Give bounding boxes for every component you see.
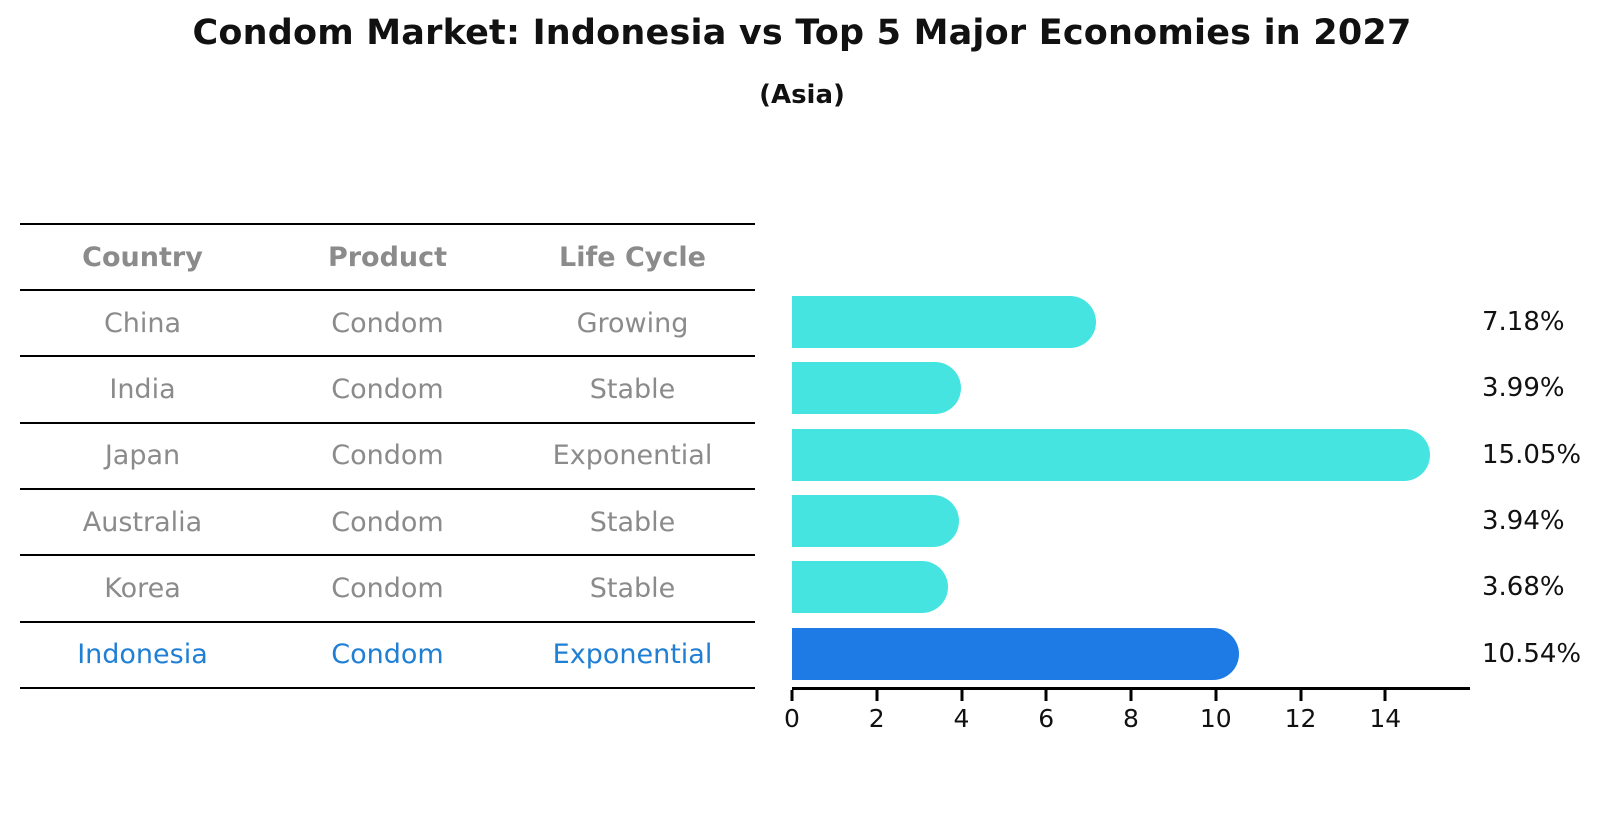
bar-india	[792, 362, 962, 415]
x-tick-mark	[1214, 690, 1218, 701]
bar-value-china: 7.18%	[1482, 307, 1565, 338]
header-cell-life-cycle: Life Cycle	[559, 241, 706, 273]
bar-value-japan: 15.05%	[1482, 439, 1582, 470]
cell-country: India	[109, 373, 176, 405]
data-table: Country Product Life Cycle China Condom …	[20, 223, 755, 689]
header-cell-product: Product	[327, 241, 448, 273]
bar-value-korea: 3.68%	[1482, 572, 1565, 603]
bar-value-australia: 3.94%	[1482, 506, 1565, 537]
x-axis-line	[792, 687, 1470, 690]
page-title: Condom Market: Indonesia vs Top 5 Major …	[192, 13, 1412, 53]
table-row-korea: Korea Condom Stable	[20, 556, 755, 623]
table-row-japan: Japan Condom Exponential	[20, 424, 755, 490]
table-header-row: Country Product Life Cycle	[20, 225, 755, 291]
cell-country: Japan	[104, 440, 181, 472]
x-tick-label-6: 6	[1038, 704, 1055, 733]
bar-row-indonesia: 10.54%	[792, 621, 1581, 687]
x-axis: 0 2 4 6 8 10 12 14	[784, 687, 1470, 737]
x-tick-mark	[790, 690, 794, 701]
cell-life-cycle: Exponential	[552, 440, 713, 472]
cell-product: Condom	[331, 506, 444, 538]
x-tick-label-0: 0	[784, 704, 800, 733]
x-tick-label-10: 10	[1199, 704, 1232, 733]
cell-life-cycle: Growing	[576, 307, 689, 339]
cell-life-cycle: Exponential	[552, 639, 713, 671]
table-row-india: India Condom Stable	[20, 357, 755, 424]
x-tick-mark	[1383, 690, 1387, 701]
x-tick-mark	[1044, 690, 1048, 701]
bar-indonesia	[792, 627, 1239, 680]
page-subtitle: (Asia)	[759, 80, 845, 110]
bar-value-indonesia: 10.54%	[1482, 638, 1582, 669]
x-tick-label-2: 2	[868, 704, 885, 733]
header-cell-country: Country	[82, 241, 203, 273]
table-row-indonesia: Indonesia Condom Exponential	[20, 623, 755, 689]
cell-country: Korea	[104, 572, 181, 604]
cell-product: Condom	[331, 572, 444, 604]
table-row-china: China Condom Growing	[20, 291, 755, 358]
bar-chart: 7.18% 3.99% 15.05% 3.94% 3.68% 10.54%	[792, 289, 1581, 687]
x-tick-label-14: 14	[1369, 704, 1402, 733]
x-tick-mark	[875, 690, 879, 701]
table-row-australia: Australia Condom Stable	[20, 490, 755, 557]
cell-life-cycle: Stable	[589, 572, 676, 604]
x-tick-mark	[1129, 690, 1133, 701]
cell-product: Condom	[331, 373, 444, 405]
cell-country: Australia	[82, 506, 203, 538]
bar-value-india: 3.99%	[1482, 373, 1565, 404]
bar-row-china: 7.18%	[792, 289, 1565, 355]
x-tick-label-4: 4	[953, 704, 970, 733]
bar-japan	[792, 428, 1430, 481]
bar-china	[792, 296, 1097, 349]
bar-australia	[792, 495, 959, 548]
bar-row-india: 3.99%	[792, 355, 1565, 421]
x-tick-mark	[1299, 690, 1302, 701]
x-tick-label-8: 8	[1123, 704, 1139, 733]
bar-row-australia: 3.94%	[792, 488, 1565, 554]
bar-row-korea: 3.68%	[792, 554, 1565, 620]
x-tick-label-12: 12	[1284, 704, 1317, 733]
cell-product: Condom	[331, 307, 444, 339]
bar-row-japan: 15.05%	[792, 422, 1581, 488]
cell-life-cycle: Stable	[589, 506, 676, 538]
bar-korea	[792, 561, 948, 614]
cell-product: Condom	[331, 639, 444, 671]
cell-country: China	[103, 307, 182, 339]
cell-product: Condom	[331, 440, 444, 472]
x-tick-mark	[960, 690, 963, 701]
cell-country: Indonesia	[77, 639, 208, 671]
cell-life-cycle: Stable	[589, 373, 676, 405]
